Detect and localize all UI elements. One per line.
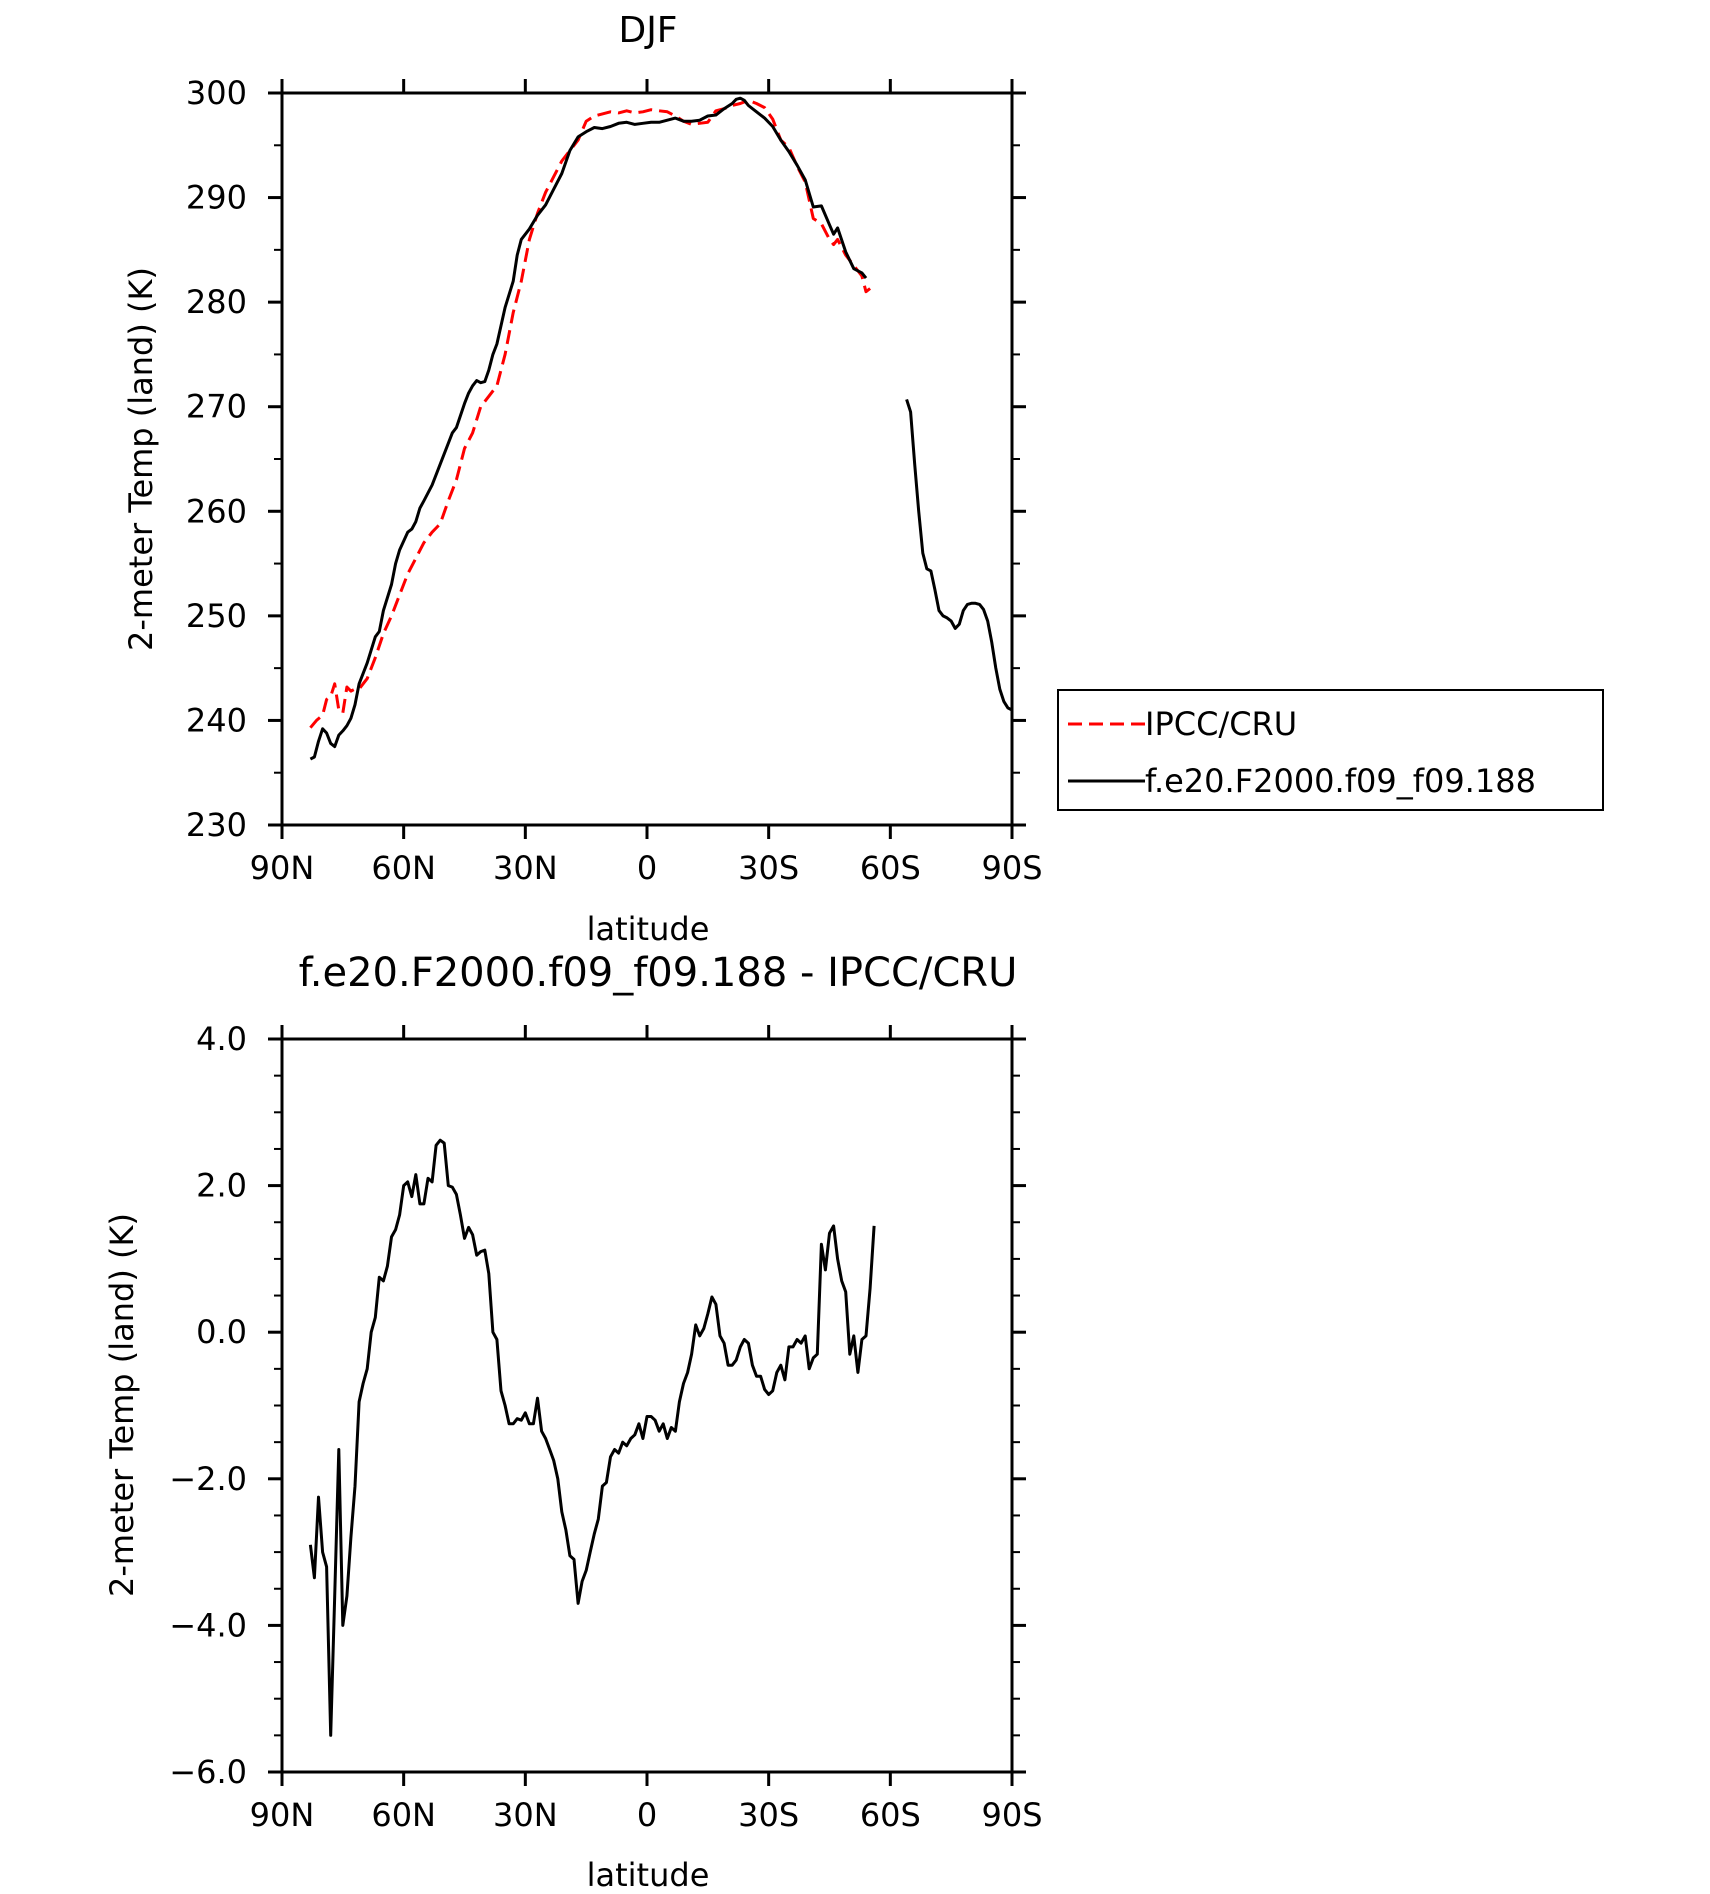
y-tick-label: 4.0	[196, 1020, 247, 1058]
legend-box	[1057, 689, 1604, 811]
y-tick-label: 270	[186, 388, 247, 426]
y-tick-label: 230	[186, 806, 247, 844]
bottom-y-axis-label: 2-meter Temp (land) (K)	[103, 1213, 141, 1597]
x-tick-label: 0	[637, 849, 657, 887]
y-tick-label: 280	[186, 283, 247, 321]
series-line-f-e20-f2000-f09-f09-188-segment-0	[309, 96, 868, 761]
series-line-ipcc-cru-segment-0	[309, 98, 872, 729]
x-tick-label: 30N	[493, 849, 558, 887]
top-x-axis-label: latitude	[587, 910, 710, 948]
y-tick-label: 240	[186, 701, 247, 739]
x-tick-label: 90N	[250, 1796, 315, 1834]
legend-label-ipcc-cru: IPCC/CRU	[1145, 705, 1297, 743]
y-tick-label: −6.0	[169, 1753, 247, 1791]
x-tick-label: 90S	[981, 1796, 1042, 1834]
bottom-x-axis-label: latitude	[587, 1856, 710, 1894]
y-tick-label: −4.0	[169, 1606, 247, 1644]
legend-label-model: f.e20.F2000.f09_f09.188	[1145, 762, 1536, 800]
x-tick-label: 60N	[371, 849, 436, 887]
y-tick-label: 290	[186, 179, 247, 217]
x-tick-label: 60S	[860, 1796, 921, 1834]
bottom-chart-title: f.e20.F2000.f09_f09.188 - IPCC/CRU	[299, 950, 1018, 996]
x-tick-label: 0	[637, 1796, 657, 1834]
bottom-series-group	[308, 1138, 876, 1737]
panel-difference: f.e20.F2000.f09_f09.188 - IPCC/CRU 90N 60…	[103, 950, 1043, 1894]
series-line-f-e20-f2000-f09-f09-188-segment-1	[905, 398, 1013, 712]
x-tick-label: 60N	[371, 1796, 436, 1834]
y-tick-label: −2.0	[169, 1460, 247, 1498]
top-plot-frame	[280, 91, 1014, 827]
legend: IPCC/CRU f.e20.F2000.f09_f09.188	[1057, 689, 1604, 811]
top-series-group	[309, 96, 1013, 761]
top-y-axis-label: 2-meter Temp (land) (K)	[122, 267, 160, 651]
y-tick-label: 0.0	[196, 1313, 247, 1351]
x-tick-label: 30S	[738, 1796, 799, 1834]
y-tick-label: 250	[186, 597, 247, 635]
top-chart-title: DJF	[618, 10, 677, 51]
x-tick-label: 30N	[493, 1796, 558, 1834]
y-tick-label: 260	[186, 492, 247, 530]
bottom-plot-frame	[280, 1037, 1014, 1774]
y-tick-label: 300	[186, 74, 247, 112]
series-line-difference-segment-0	[308, 1138, 876, 1737]
x-tick-label: 90S	[981, 849, 1042, 887]
y-tick-label: 2.0	[196, 1167, 247, 1205]
panel-djf: DJF 90N 60N 30N 0 30S 60S 90S 300 290 280 270 260 25…	[122, 10, 1043, 948]
x-tick-label: 90N	[250, 849, 315, 887]
x-tick-label: 30S	[738, 849, 799, 887]
x-tick-label: 60S	[860, 849, 921, 887]
